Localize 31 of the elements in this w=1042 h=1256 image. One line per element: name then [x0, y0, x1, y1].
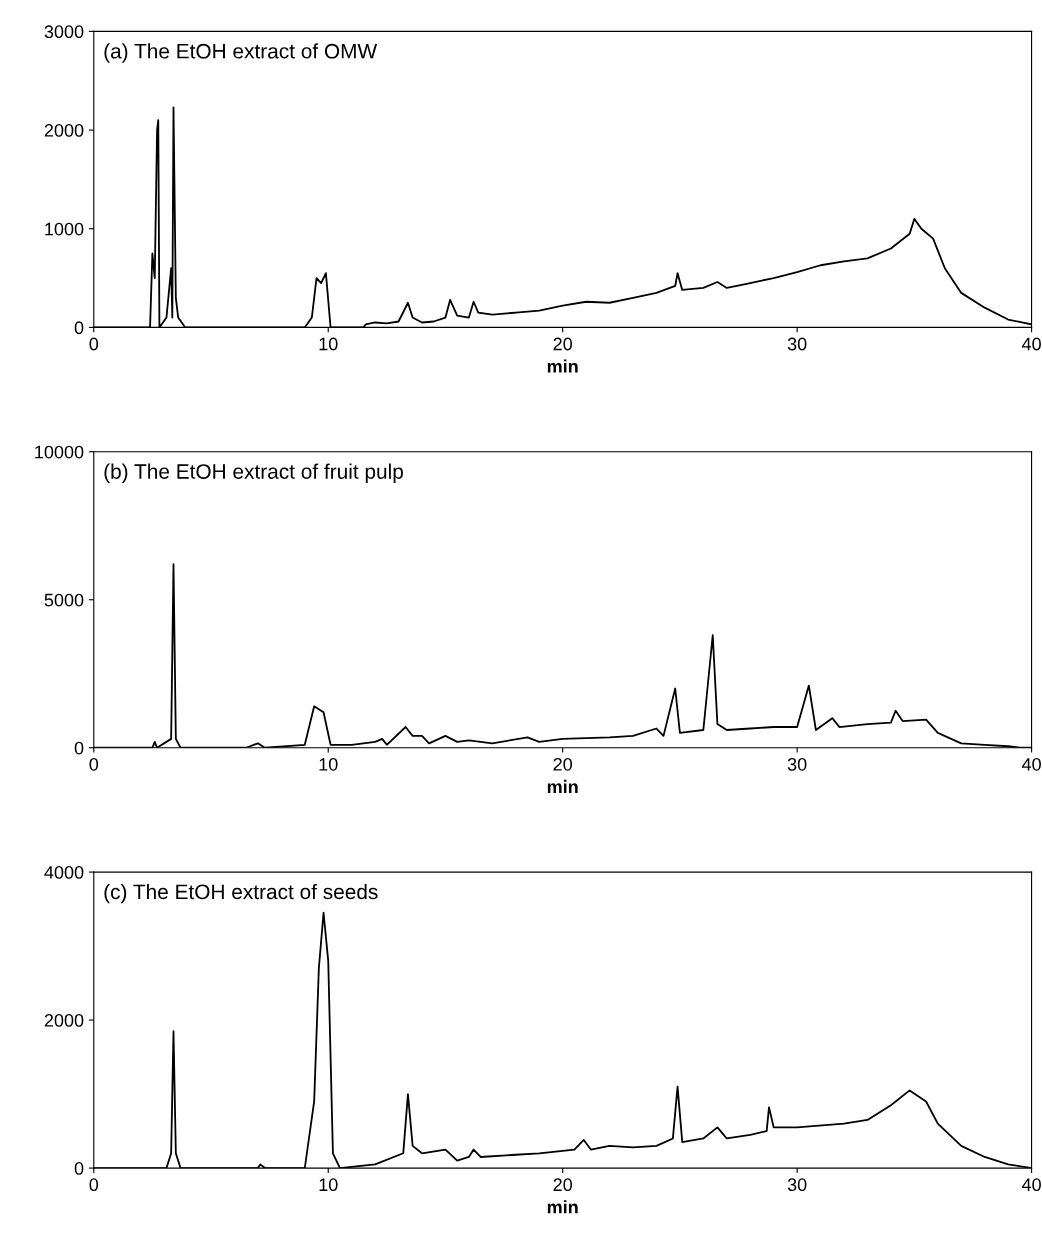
x-tick-label: 10	[319, 337, 338, 351]
annotation: (c) The EtOH extract of seeds	[104, 883, 378, 904]
x-axis-title: min	[547, 359, 578, 373]
x-tick-label: 10	[319, 1178, 338, 1192]
x-tick-label: 10	[319, 757, 338, 771]
y-tick-label: 2000	[44, 124, 84, 137]
x-tick-label: 30	[787, 1178, 807, 1192]
x-tick-label: 30	[787, 757, 807, 771]
y-tick-label: 10000	[35, 445, 84, 459]
x-axis-title: min	[547, 779, 578, 793]
y-tick-label: 3000	[44, 25, 84, 39]
y-tick-label: 0	[74, 1162, 84, 1175]
x-tick-label: 0	[89, 337, 99, 351]
y-tick-label: 5000	[44, 593, 84, 607]
x-tick-label: 20	[553, 337, 573, 351]
y-tick-label: 4000	[44, 866, 84, 879]
x-tick-label: 40	[1021, 337, 1041, 351]
annotation: (b) The EtOH extract of fruit pulp	[104, 463, 403, 483]
x-tick-label: 40	[1021, 757, 1041, 771]
x-tick-label: 0	[89, 1178, 99, 1192]
x-tick-label: 20	[553, 757, 573, 771]
x-tick-label: 0	[89, 757, 99, 771]
y-tick-label: 2000	[44, 1014, 84, 1027]
x-tick-label: 40	[1021, 1178, 1041, 1192]
y-tick-label: 1000	[45, 222, 84, 236]
x-tick-label: 30	[787, 337, 807, 351]
x-tick-label: 20	[553, 1178, 573, 1192]
y-tick-label: 0	[74, 321, 84, 335]
annotation: (a) The EtOH extract of OMW	[104, 43, 378, 63]
y-tick-label: 0	[74, 741, 84, 755]
x-axis-title: min	[547, 1200, 578, 1214]
